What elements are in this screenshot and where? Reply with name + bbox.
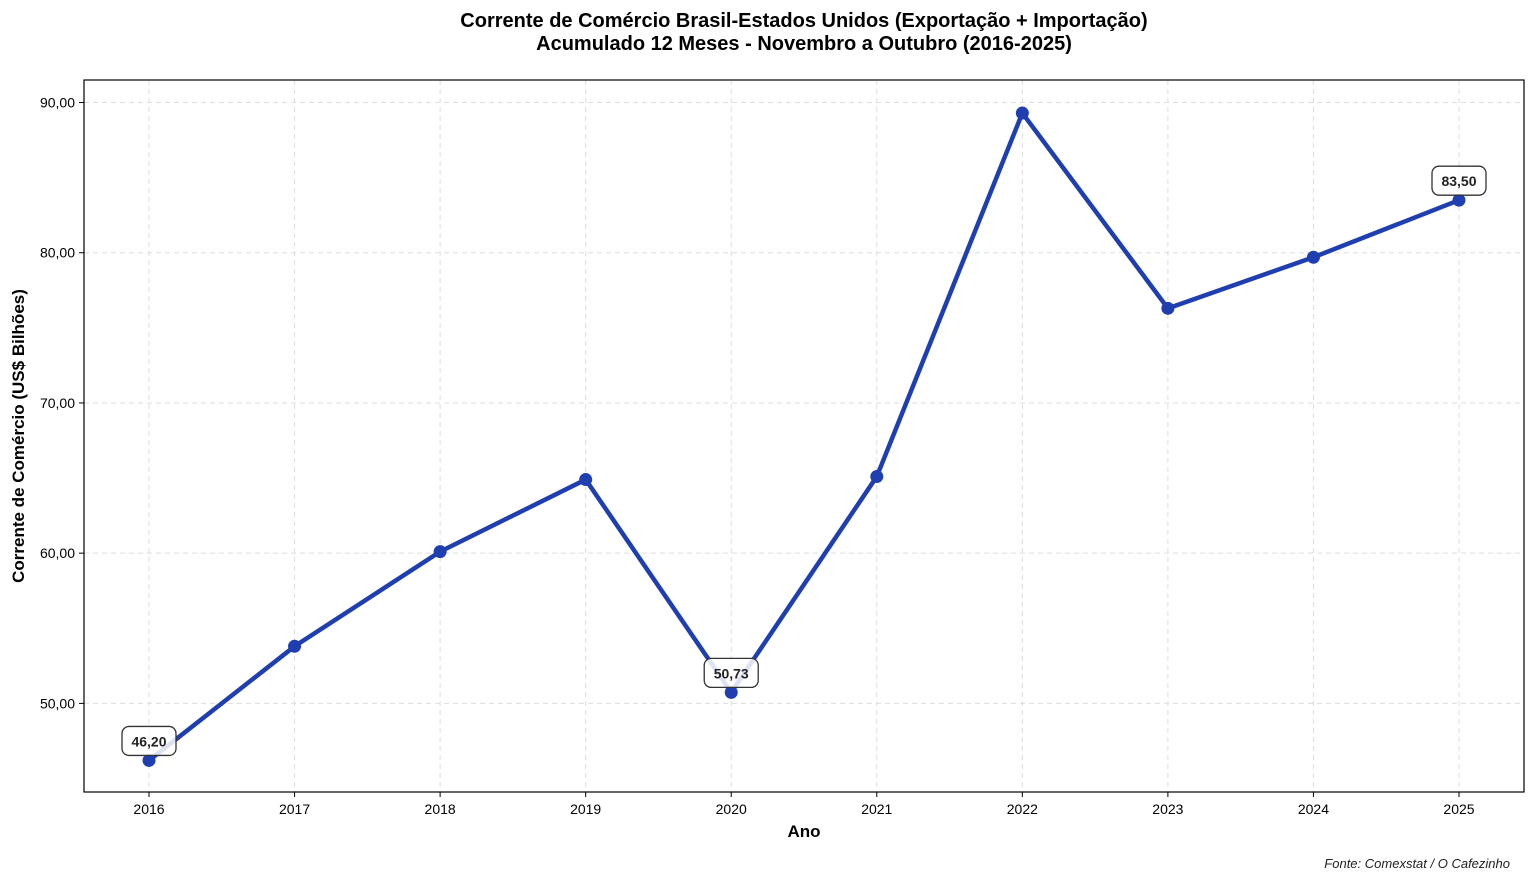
x-tick-label: 2021 [861, 801, 892, 817]
annotation-box [1431, 165, 1487, 196]
data-point [1015, 106, 1029, 120]
x-axis-label: Ano [787, 822, 820, 841]
x-tick-label: 2020 [716, 801, 747, 817]
data-point [288, 639, 302, 653]
annotation-label: 46,20 [131, 733, 166, 749]
chart-subtitle: Acumulado 12 Meses - Novembro a Outubro … [536, 33, 1072, 55]
x-tick-label: 2017 [279, 801, 310, 817]
grid [84, 80, 1524, 792]
x-axis: 2016 2017 2018 2019 2020 2021 2022 2023 2024 2025 [133, 792, 1475, 817]
y-tick-label: 70,00 [40, 395, 75, 411]
plot-frame [83, 79, 1525, 793]
annotation-label: 83,50 [1441, 173, 1476, 189]
y-axis-label: Corrente de Comércio (US$ Bilhões) [9, 289, 28, 583]
x-tick-label: 2019 [570, 801, 601, 817]
annotation-box [703, 657, 759, 689]
source-note: Fonte: Comexstat / O Cafezinho [1324, 856, 1510, 871]
data-point [1161, 301, 1175, 315]
data-point [433, 545, 447, 559]
data-point [579, 473, 593, 487]
series [142, 106, 1466, 767]
annotation-label: 50,73 [714, 665, 749, 681]
y-tick-label: 50,00 [40, 695, 75, 711]
annotations: 46,20 50,73 83,50 [121, 165, 1487, 757]
data-point [1306, 250, 1320, 264]
data-point [724, 685, 738, 699]
series-line [147, 110, 1460, 763]
chart-title: Corrente de Comércio Brasil-Estados Unid… [460, 10, 1147, 32]
y-tick-label: 90,00 [40, 95, 75, 111]
x-tick-label: 2018 [425, 801, 456, 817]
y-tick-label: 80,00 [40, 245, 75, 261]
y-tick-label: 60,00 [40, 545, 75, 561]
x-tick-label: 2024 [1298, 801, 1329, 817]
x-tick-label: 2016 [133, 801, 164, 817]
annotation-box [121, 725, 177, 757]
x-tick-label: 2023 [1152, 801, 1183, 817]
data-point [142, 753, 156, 767]
x-tick-label: 2025 [1443, 801, 1474, 817]
data-point [870, 470, 884, 484]
y-axis: 50,00 60,00 70,00 80,00 90,00 [40, 95, 84, 711]
x-tick-label: 2022 [1007, 801, 1038, 817]
data-point [1452, 193, 1466, 207]
